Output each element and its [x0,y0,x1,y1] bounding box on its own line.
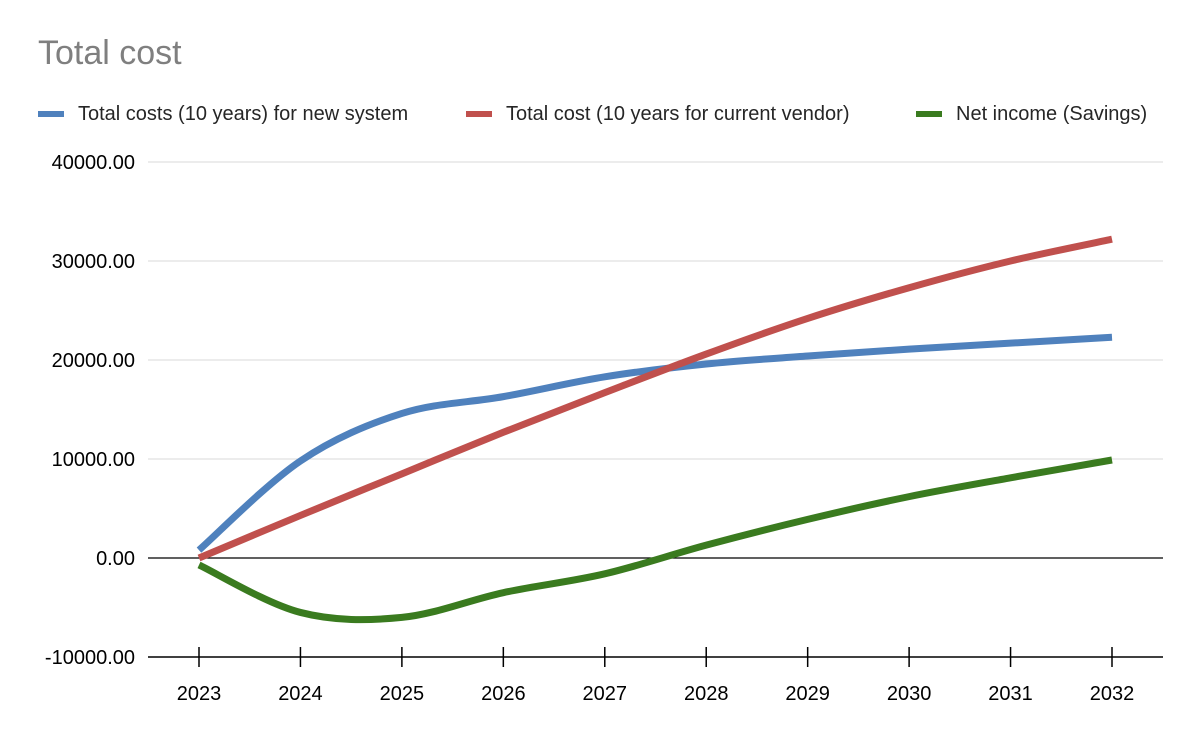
legend-swatch-current-vendor [466,111,492,117]
legend-item-new-system: Total costs (10 years) for new system [38,100,408,128]
x-tick-label: 2028 [684,683,729,705]
legend-label-net-income: Net income (Savings) [956,102,1148,125]
legend-label-current-vendor: Total cost (10 years for current vendor) [506,102,850,125]
legend-item-current-vendor: Total cost (10 years for current vendor) [466,100,849,128]
x-tick-label: 2026 [481,683,526,705]
legend-swatch-net-income [916,111,942,117]
series-line-current-vendor [197,235,1113,562]
series-line-new-system [196,333,1113,553]
x-tick-label: 2029 [785,683,830,705]
x-tick-label: 2027 [583,683,628,705]
chart-title: Total cost [38,34,182,72]
x-tick-label: 2030 [887,683,932,705]
y-tick-label: 30000.00 [52,251,135,273]
legend-item-net-income: Net income (Savings) [916,100,1147,128]
x-tick-label: 2025 [380,683,425,705]
legend-swatch-new-system [38,111,64,117]
y-tick-label: 10000.00 [52,449,135,471]
y-tick-label: 40000.00 [52,152,135,174]
legend-label-new-system: Total costs (10 years) for new system [78,102,409,125]
y-tick-label: 0.00 [96,548,135,570]
y-tick-label: -10000.00 [45,647,135,669]
x-tick-label: 2024 [278,683,323,705]
series-line-net-income [197,456,1113,624]
y-tick-label: 20000.00 [52,350,135,372]
legend: Total costs (10 years) for new system To… [0,100,1200,128]
x-tick-label: 2031 [988,683,1033,705]
x-tick-label: 2032 [1090,683,1135,705]
x-tick-label: 2023 [177,683,222,705]
